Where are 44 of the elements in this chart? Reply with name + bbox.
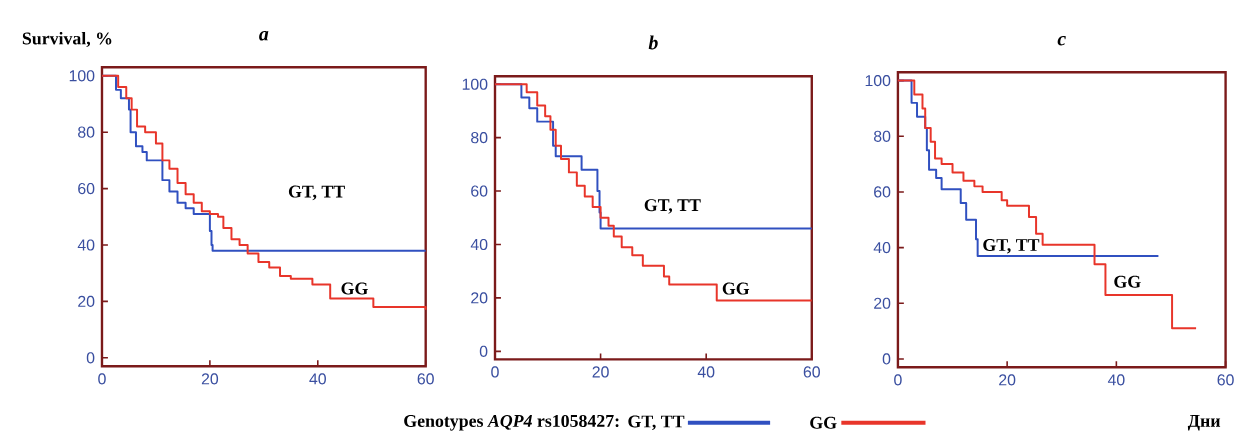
y-tick-label: 60: [471, 185, 488, 197]
x-tick-label: 0: [894, 374, 902, 386]
y-tick-label: 80: [471, 131, 488, 144]
y-tick-label: 80: [873, 130, 891, 142]
x-tick-label: 60: [803, 366, 820, 378]
annotation: GG: [722, 282, 750, 295]
x-tick-label: 40: [1107, 374, 1125, 386]
x-tick-label: 0: [491, 366, 499, 378]
legend-title: Genotypes AQP4 rs1058427:: [404, 414, 619, 431]
x-tick-label: 20: [201, 373, 219, 385]
y-tick-label: 100: [69, 69, 95, 82]
y-tick-label: 0: [882, 353, 891, 365]
y-tick-label: 20: [471, 292, 488, 304]
annotation: GG: [1114, 275, 1141, 288]
x-tick-label: 40: [697, 366, 715, 378]
y-tick-label: 0: [86, 351, 95, 364]
annotation: GT, TT: [288, 185, 345, 200]
x-axis-title: Дни: [1187, 414, 1221, 431]
x-tick-label: 60: [1217, 374, 1234, 386]
y-tick-label: 60: [78, 182, 95, 194]
y-tick-label: 40: [77, 239, 95, 251]
x-tick-label: 0: [98, 373, 106, 385]
chart-title: a: [259, 30, 269, 41]
legend-label: GG: [810, 416, 837, 429]
y-axis-title: Survival, %: [22, 31, 112, 47]
annotation: GT, TT: [644, 198, 701, 214]
x-tick-label: 20: [592, 366, 609, 378]
y-tick-label: 100: [462, 78, 488, 90]
y-tick-label: 20: [78, 295, 95, 307]
y-tick-label: 60: [874, 186, 891, 198]
annotation: GT, TT: [983, 238, 1040, 254]
x-tick-label: 40: [309, 373, 326, 385]
y-tick-label: 40: [470, 238, 488, 250]
annotation: GG: [341, 282, 368, 295]
chart-title: c: [1057, 35, 1066, 46]
x-tick-label: 20: [999, 374, 1016, 386]
y-tick-label: 100: [865, 74, 891, 86]
legend-label: GT, TT: [628, 415, 685, 430]
y-tick-label: 0: [479, 345, 488, 357]
x-tick-label: 60: [417, 373, 434, 385]
chart-title: b: [648, 35, 658, 50]
y-tick-label: 40: [873, 241, 891, 253]
y-tick-label: 80: [78, 126, 95, 138]
y-tick-label: 20: [874, 297, 891, 309]
